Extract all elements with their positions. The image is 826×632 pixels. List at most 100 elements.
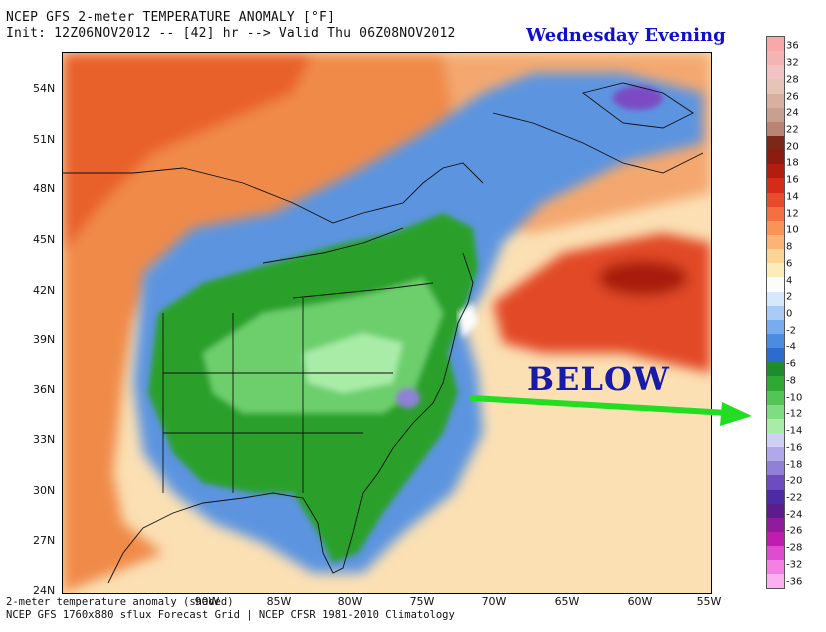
colorbar-swatch	[767, 475, 784, 490]
colorbar-tick-label: -20	[786, 475, 803, 487]
colorbar-tick-label: 36	[786, 40, 799, 52]
green-arrow-icon	[469, 395, 752, 426]
colorbar-swatch	[767, 348, 784, 363]
below-annotation-label: BELOW	[527, 360, 670, 398]
colorbar-tick-label: 0	[786, 308, 793, 320]
colorbar-swatch	[767, 517, 784, 532]
colorbar-swatch	[767, 305, 784, 320]
lon-label: 75W	[409, 595, 435, 608]
colorbar-tick-label: 24	[786, 107, 799, 119]
colorbar-swatch	[767, 362, 784, 377]
lat-label: 42N	[33, 284, 56, 297]
colorbar-tick-label: -10	[786, 392, 803, 404]
colorbar-swatch	[767, 291, 784, 306]
chart-title: NCEP GFS 2-meter TEMPERATURE ANOMALY [°F…	[6, 10, 336, 25]
colorbar-swatch	[767, 376, 784, 391]
colorbar-tick-label: 28	[786, 74, 799, 86]
colorbar-swatch	[767, 234, 784, 250]
colorbar-swatch	[767, 531, 784, 547]
colorbar-tick-label: -14	[786, 425, 803, 437]
colorbar-swatch	[767, 93, 784, 108]
colorbar-swatch	[767, 150, 784, 165]
colorbar-swatch	[767, 277, 784, 292]
colorbar-swatch	[767, 447, 784, 462]
colorbar-tick-label: 14	[786, 191, 799, 203]
lon-label: 85W	[266, 595, 292, 608]
colorbar-swatch	[767, 461, 784, 476]
colorbar-swatch	[767, 489, 784, 504]
coastlines	[63, 82, 704, 584]
colorbar-swatch	[767, 333, 784, 349]
coastal-neutral	[458, 303, 478, 338]
colorbar-tick-label: -36	[786, 576, 803, 588]
colorbar-tick-label: 22	[786, 124, 799, 136]
lat-label: 36N	[33, 383, 56, 396]
colorbar-swatch	[767, 546, 784, 561]
lon-label: 70W	[481, 595, 507, 608]
colorbar-tick-label: 26	[786, 91, 799, 103]
colorbar-swatch	[767, 560, 784, 575]
colorbar-tick-label: 18	[786, 157, 799, 169]
colorbar-tick-label: -22	[786, 492, 803, 504]
colorbar-swatch	[767, 418, 784, 433]
colorbar-swatch	[767, 319, 784, 334]
colorbar-tick-label: -24	[786, 509, 803, 521]
lat-label: 39N	[33, 333, 56, 346]
colorbar-swatch	[767, 249, 784, 264]
colorbar-tick-label: -4	[786, 341, 796, 353]
colorbar-tick-label: 6	[786, 258, 793, 270]
colorbar-swatch	[767, 220, 784, 235]
colorbar-tick-label: 8	[786, 241, 793, 253]
colorbar-swatch	[767, 263, 784, 278]
warm-land-region	[63, 53, 493, 593]
colorbar-swatch	[767, 79, 784, 94]
colorbar-tick-label: -8	[786, 375, 796, 387]
lat-label: 45N	[33, 233, 56, 246]
colorbar-swatch	[767, 37, 784, 52]
lon-label: 65W	[554, 595, 580, 608]
colorbar-swatch	[767, 574, 784, 589]
colorbar-tick-label: -32	[786, 559, 803, 571]
lon-label: 90W	[194, 595, 220, 608]
colorbar-swatch	[767, 107, 784, 122]
colorbar	[766, 36, 785, 590]
lat-label: 30N	[33, 484, 56, 497]
lat-label: 51N	[33, 133, 56, 146]
footer-source-note: NCEP GFS 1760x880 sflux Forecast Grid | …	[6, 609, 455, 621]
colorbar-tick-label: -26	[786, 525, 803, 537]
footer-shading-note: 2-meter temperature anomaly (shaded)	[6, 596, 234, 608]
anomaly-map	[62, 52, 712, 594]
lat-label: 27N	[33, 534, 56, 547]
lon-label: 55W	[696, 595, 722, 608]
colorbar-tick-label: 10	[786, 224, 799, 236]
colorbar-tick-label: 2	[786, 291, 793, 303]
purple-pocket-north	[613, 86, 663, 110]
colorbar-tick-label: -12	[786, 408, 803, 420]
colorbar-tick-label: 20	[786, 141, 799, 153]
colorbar-swatch	[767, 164, 784, 179]
init-valid-time: Init: 12Z06NOV2012 -- [42] hr --> Valid …	[6, 26, 456, 41]
colorbar-swatch	[767, 192, 784, 207]
warm-core-region	[63, 53, 313, 253]
colorbar-swatch	[767, 178, 784, 193]
colorbar-tick-label: 4	[786, 275, 793, 287]
colorbar-swatch	[767, 404, 784, 419]
colorbar-tick-label: -6	[786, 358, 796, 370]
lat-label: 54N	[33, 82, 56, 95]
overlay-day-title: Wednesday Evening	[526, 25, 726, 46]
lon-label: 80W	[337, 595, 363, 608]
colorbar-swatch	[767, 65, 784, 80]
colorbar-tick-label: -2	[786, 325, 796, 337]
colorbar-swatch	[767, 51, 784, 66]
colorbar-swatch	[767, 390, 784, 405]
colorbar-tick-label: 12	[786, 208, 799, 220]
atlantic-hotspot	[598, 260, 688, 296]
lightest-green-region	[303, 333, 403, 393]
colorbar-tick-label: -18	[786, 459, 803, 471]
colorbar-tick-label: 32	[786, 57, 799, 69]
colorbar-tick-label: -28	[786, 542, 803, 554]
lat-label: 33N	[33, 433, 56, 446]
colorbar-swatch	[767, 503, 784, 518]
lon-label: 60W	[627, 595, 653, 608]
colorbar-swatch	[767, 121, 784, 136]
